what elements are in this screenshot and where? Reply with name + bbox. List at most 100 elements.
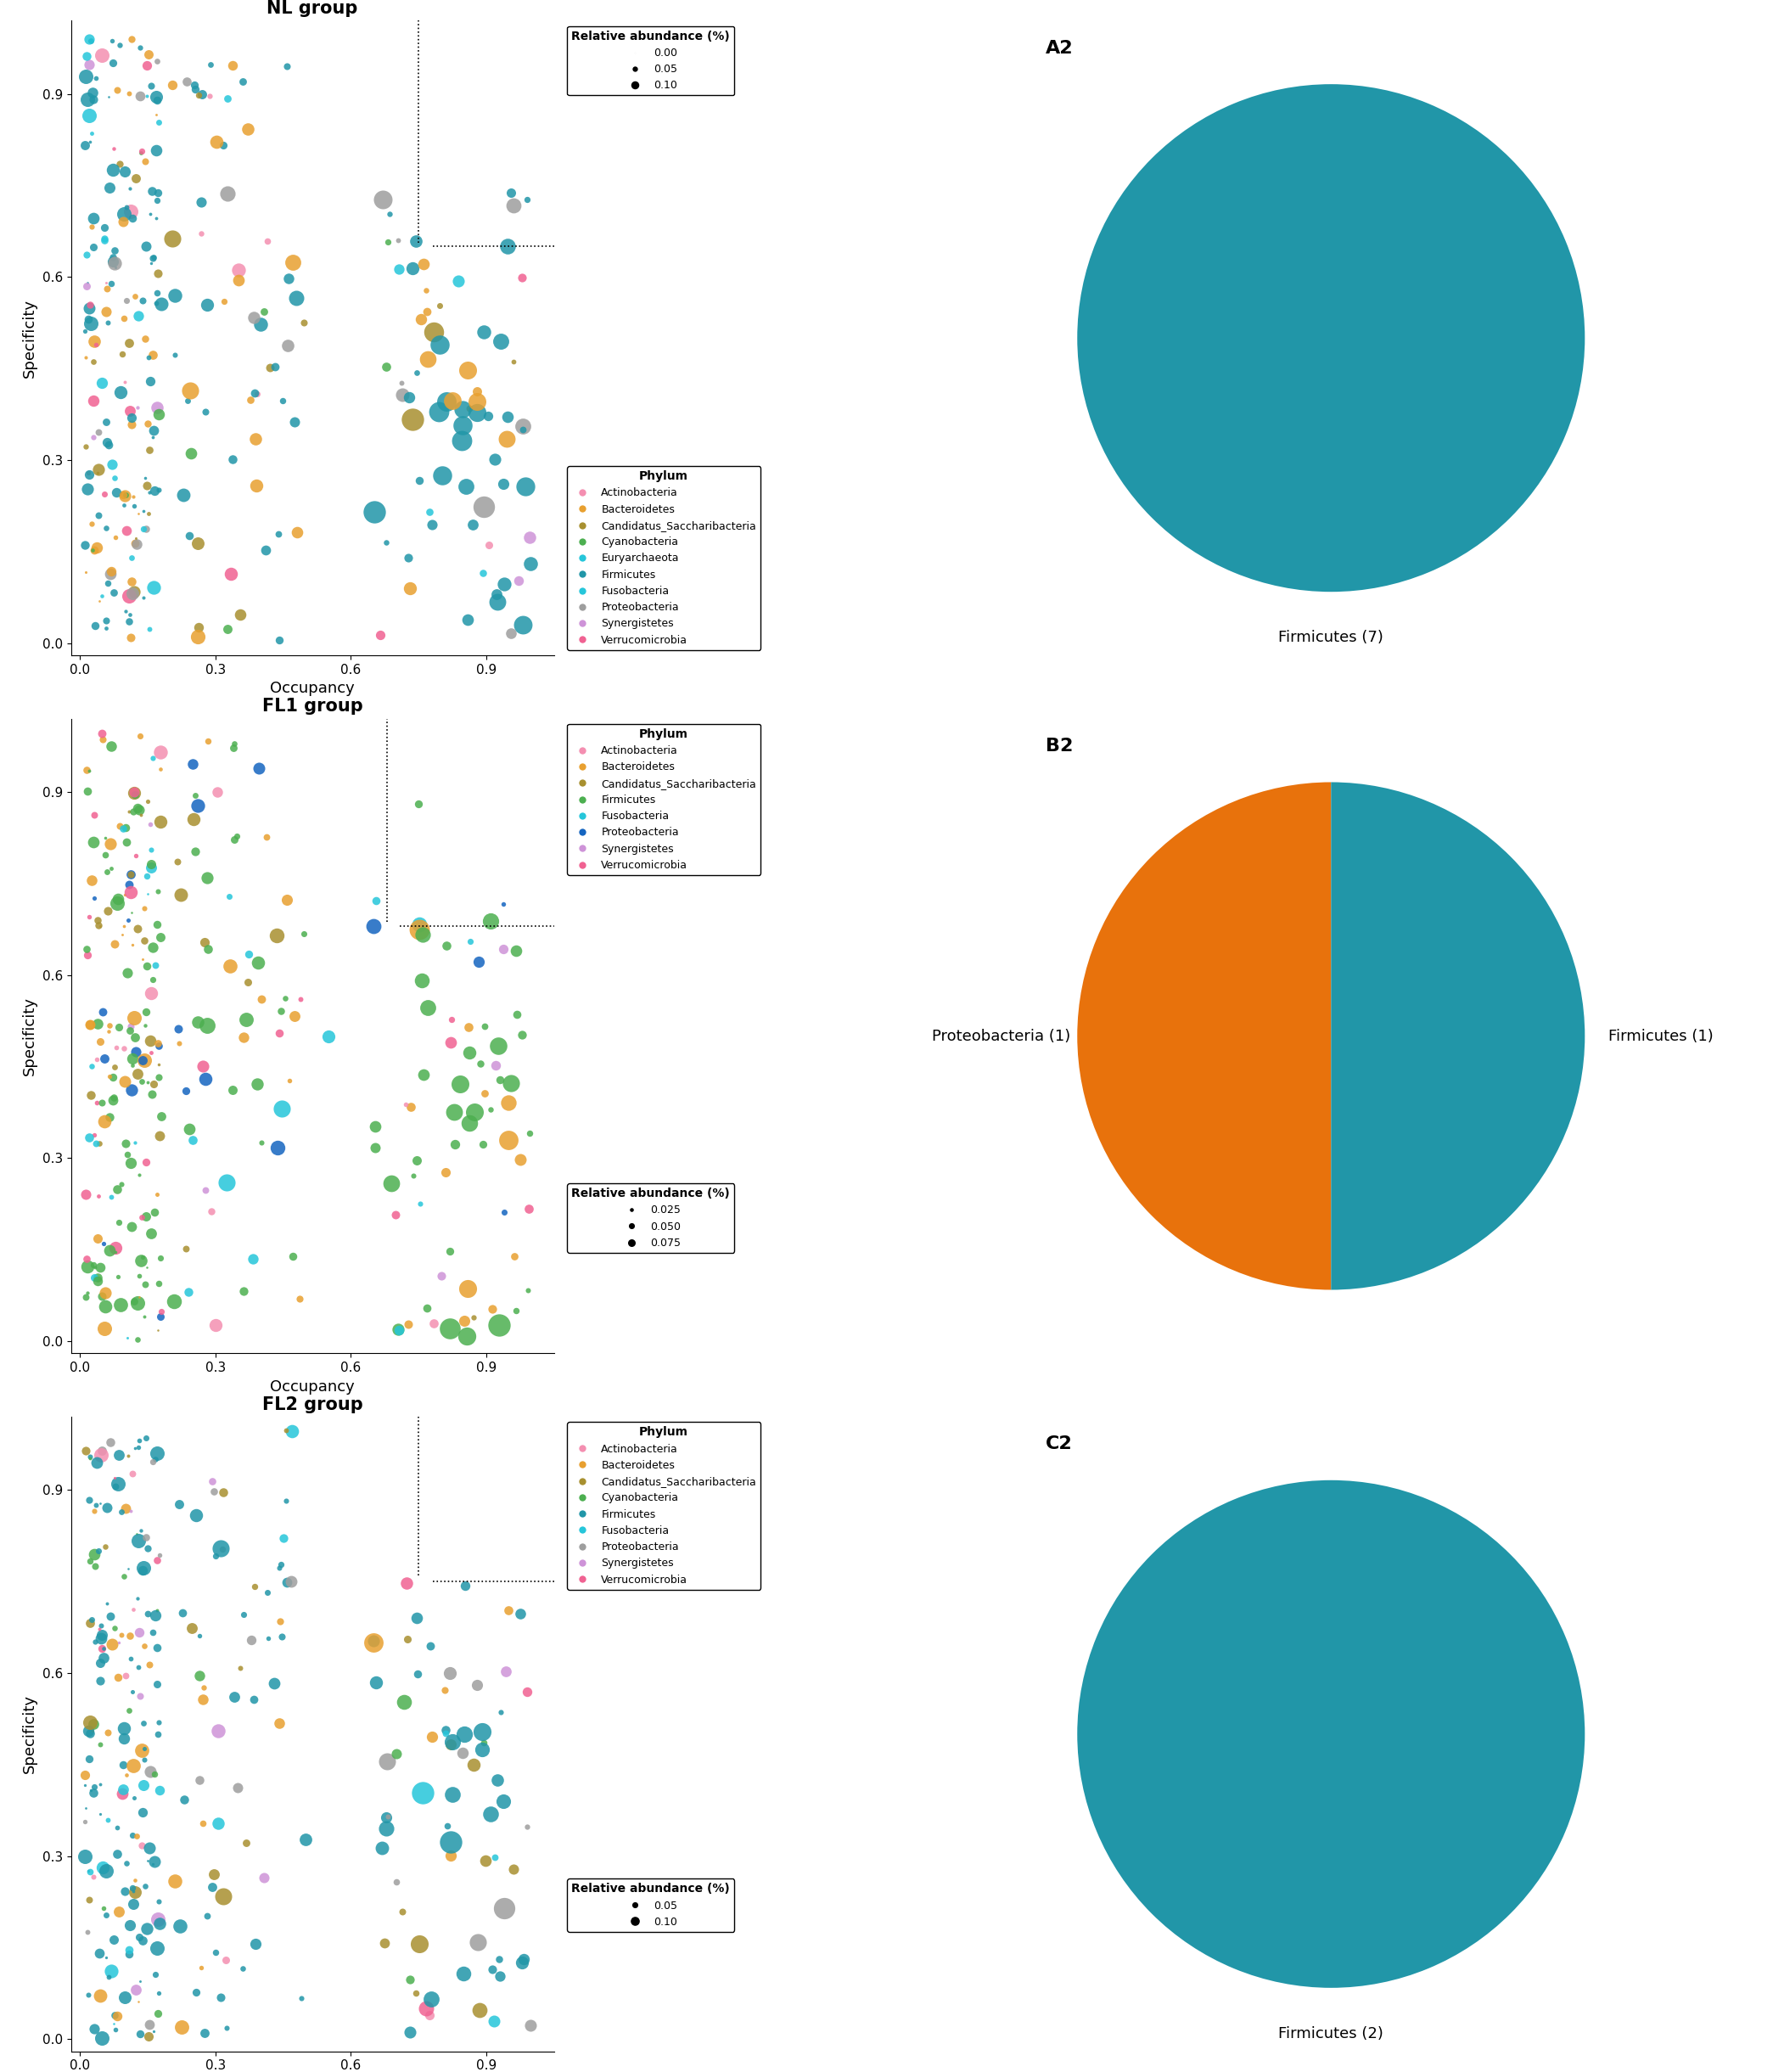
Point [449, 1736, 477, 1769]
Point [496, 1067, 525, 1100]
Point [115, 1618, 144, 1651]
Point [447, 425, 475, 458]
Y-axis label: Specificity: Specificity [21, 1695, 37, 1774]
Point [463, 1668, 491, 1701]
Point [106, 375, 135, 408]
Point [101, 926, 129, 959]
Point [83, 1042, 112, 1075]
Point [441, 1127, 470, 1160]
Point [452, 470, 480, 503]
Point [73, 1249, 101, 1283]
Point [193, 932, 222, 966]
Point [473, 400, 502, 433]
Point [133, 785, 161, 818]
Point [96, 1059, 124, 1092]
Point [142, 1544, 170, 1577]
Point [493, 230, 521, 263]
Point [126, 1280, 154, 1314]
Point [410, 1059, 438, 1092]
Point [89, 1850, 117, 1883]
Point [507, 1019, 535, 1053]
Point [108, 1749, 137, 1782]
Point [475, 903, 504, 937]
Point [124, 1260, 152, 1293]
Point [137, 808, 165, 841]
Point [486, 1960, 514, 1993]
Point [76, 1440, 105, 1473]
Point [454, 603, 482, 636]
Point [371, 1927, 399, 1960]
Point [135, 497, 163, 530]
Point [119, 1819, 147, 1852]
Point [85, 1488, 113, 1521]
Point [85, 1645, 113, 1678]
Point [98, 1954, 126, 1987]
Point [73, 472, 101, 506]
Point [426, 288, 454, 321]
Point [144, 398, 172, 431]
Point [73, 238, 101, 271]
Point [103, 73, 131, 106]
Point [184, 620, 213, 653]
Point [115, 1937, 144, 1970]
Y-axis label: Specificity: Specificity [21, 997, 37, 1075]
Point [273, 50, 301, 83]
Point [83, 1179, 112, 1212]
Point [113, 1440, 142, 1473]
Point [385, 224, 413, 257]
Point [213, 1167, 241, 1200]
Point [115, 1933, 144, 1966]
Point [129, 1629, 158, 1662]
Point [80, 1861, 108, 1894]
Point [411, 274, 440, 307]
Point [401, 1977, 429, 2010]
Point [252, 821, 280, 854]
Point [174, 1276, 202, 1310]
Point [402, 1658, 431, 1691]
Point [463, 396, 491, 429]
Point [372, 350, 401, 383]
Point [470, 555, 498, 588]
Point [268, 383, 296, 416]
Title: NL group: NL group [266, 0, 358, 17]
Point [117, 928, 145, 961]
Point [362, 1666, 390, 1699]
Point [470, 315, 498, 348]
Point [73, 1276, 101, 1310]
Point [142, 1436, 170, 1469]
Point [202, 1310, 230, 1343]
Point [131, 145, 160, 178]
Point [282, 282, 310, 315]
Point [113, 1138, 142, 1171]
Point [110, 1774, 138, 1807]
Point [401, 224, 429, 257]
Point [90, 1289, 119, 1322]
Point [89, 1631, 117, 1664]
Point [128, 1734, 156, 1767]
Point [449, 408, 477, 441]
Point [80, 201, 108, 234]
Point [188, 1807, 216, 1840]
Point [223, 263, 252, 296]
Point [87, 1798, 115, 1832]
Point [220, 823, 248, 856]
Point [456, 924, 484, 957]
Point [85, 910, 113, 943]
Point [248, 1127, 277, 1160]
Point [275, 261, 303, 294]
Point [170, 479, 199, 512]
Point [110, 1032, 138, 1065]
Point [90, 222, 119, 255]
Point [360, 1624, 388, 1658]
Point [89, 995, 117, 1028]
Point [103, 474, 131, 508]
Point [179, 748, 207, 781]
Point [112, 1846, 140, 1879]
Point [76, 1774, 105, 1807]
Point [133, 860, 161, 893]
Point [287, 982, 316, 1015]
Point [145, 1048, 174, 1082]
Point [275, 1063, 303, 1096]
Point [190, 2016, 218, 2049]
Point [71, 1280, 99, 1314]
